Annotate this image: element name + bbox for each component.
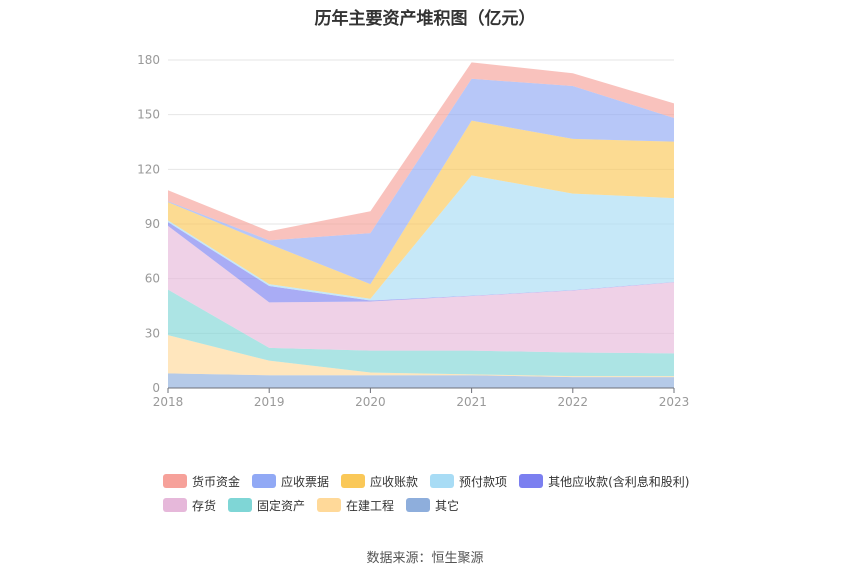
legend-label: 应收账款 <box>370 474 419 489</box>
area-series <box>168 175 674 301</box>
legend-item-fixed-assets[interactable]: 固定资产 <box>228 497 305 514</box>
area-series <box>168 120 674 299</box>
y-tick-label: 90 <box>145 217 160 231</box>
y-tick-label: 60 <box>145 272 160 286</box>
x-tick-label: 2023 <box>659 395 690 409</box>
legend-item-inventory[interactable]: 存货 <box>163 497 216 514</box>
legend-swatch <box>317 498 342 512</box>
area-series <box>168 78 674 285</box>
data-source: 数据来源：恒生聚源 <box>366 551 484 566</box>
legend-item-accounts-receivable[interactable]: 应收账款 <box>341 473 418 490</box>
legend-item-construction-in-progress[interactable]: 在建工程 <box>317 497 394 514</box>
area-series <box>168 289 674 377</box>
legend-row-1: 货币资金 应收票据 应收账款 预付款项 其他应收款(含利息和股利) <box>163 473 723 489</box>
y-tick-label: 180 <box>137 53 160 67</box>
legend-label: 在建工程 <box>346 498 395 513</box>
y-tick-label: 150 <box>137 108 160 122</box>
legend-swatch <box>252 474 277 488</box>
legend-swatch <box>228 498 253 512</box>
legend-label: 固定资产 <box>257 498 306 513</box>
y-tick-label: 0 <box>152 381 160 395</box>
area-series <box>168 225 674 354</box>
legend: 货币资金 应收票据 应收账款 预付款项 其他应收款(含利息和股利) 存货 固定资… <box>163 473 723 521</box>
legend-swatch <box>406 498 431 512</box>
legend-item-other-receivables[interactable]: 其他应收款(含利息和股利) <box>519 473 689 490</box>
legend-swatch <box>341 474 366 488</box>
y-tick-label: 30 <box>145 326 160 340</box>
legend-label: 其他应收款(含利息和股利) <box>548 474 690 489</box>
legend-label: 其它 <box>435 498 460 513</box>
legend-label: 存货 <box>192 498 217 513</box>
area-series <box>168 62 674 241</box>
legend-label: 预付款项 <box>459 474 508 489</box>
area-series <box>168 373 674 388</box>
legend-item-other[interactable]: 其它 <box>406 497 459 514</box>
x-tick-label: 2020 <box>355 395 386 409</box>
legend-label: 货币资金 <box>192 474 241 489</box>
x-tick-label: 2018 <box>153 395 184 409</box>
legend-swatch <box>163 474 187 488</box>
y-tick-label: 120 <box>137 162 160 176</box>
legend-row-2: 存货 固定资产 在建工程 其它 <box>163 497 723 513</box>
legend-label: 应收票据 <box>281 474 330 489</box>
x-tick-label: 2021 <box>456 395 487 409</box>
legend-swatch <box>519 474 544 488</box>
x-tick-label: 2022 <box>558 395 589 409</box>
chart-title: 历年主要资产堆积图（亿元） <box>314 9 536 29</box>
legend-item-notes-receivable[interactable]: 应收票据 <box>252 473 329 490</box>
x-tick-label: 2019 <box>254 395 285 409</box>
area-series <box>168 335 674 378</box>
legend-item-cash[interactable]: 货币资金 <box>163 473 240 490</box>
legend-swatch <box>163 498 187 512</box>
legend-swatch <box>430 474 455 488</box>
legend-item-prepayments[interactable]: 预付款项 <box>430 473 507 490</box>
